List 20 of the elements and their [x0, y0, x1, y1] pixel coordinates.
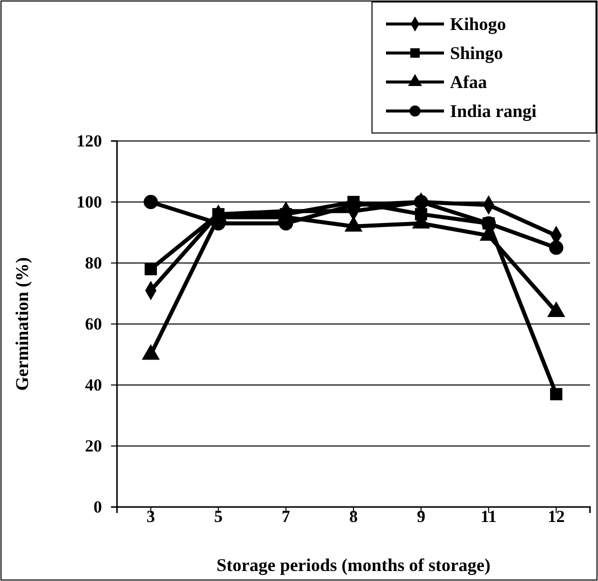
x-tick-label: 7 — [282, 507, 291, 526]
y-tick-label: 0 — [94, 497, 102, 516]
y-tick-label: 60 — [85, 314, 102, 334]
y-tick-label: 80 — [85, 253, 102, 272]
x-tick-label: 11 — [480, 507, 497, 526]
legend-label: Afaa — [450, 72, 487, 92]
x-axis-title: Storage periods (months of storage) — [216, 555, 490, 575]
y-tick-label: 100 — [76, 192, 102, 212]
y-axis-title: Germination (%) — [12, 257, 32, 391]
y-tick-label: 120 — [76, 131, 102, 150]
legend-label: Kihogo — [450, 14, 506, 34]
legend-label: India rangi — [450, 101, 537, 121]
y-tick-label: 40 — [85, 375, 102, 394]
x-tick-label: 5 — [214, 507, 223, 526]
x-tick-label: 3 — [146, 507, 156, 526]
legend-label: Shingo — [450, 43, 504, 63]
y-tick-label: 20 — [85, 436, 102, 456]
x-tick-label: 9 — [416, 507, 426, 526]
x-tick-label: 12 — [548, 507, 565, 526]
x-tick-label: 8 — [349, 507, 358, 526]
